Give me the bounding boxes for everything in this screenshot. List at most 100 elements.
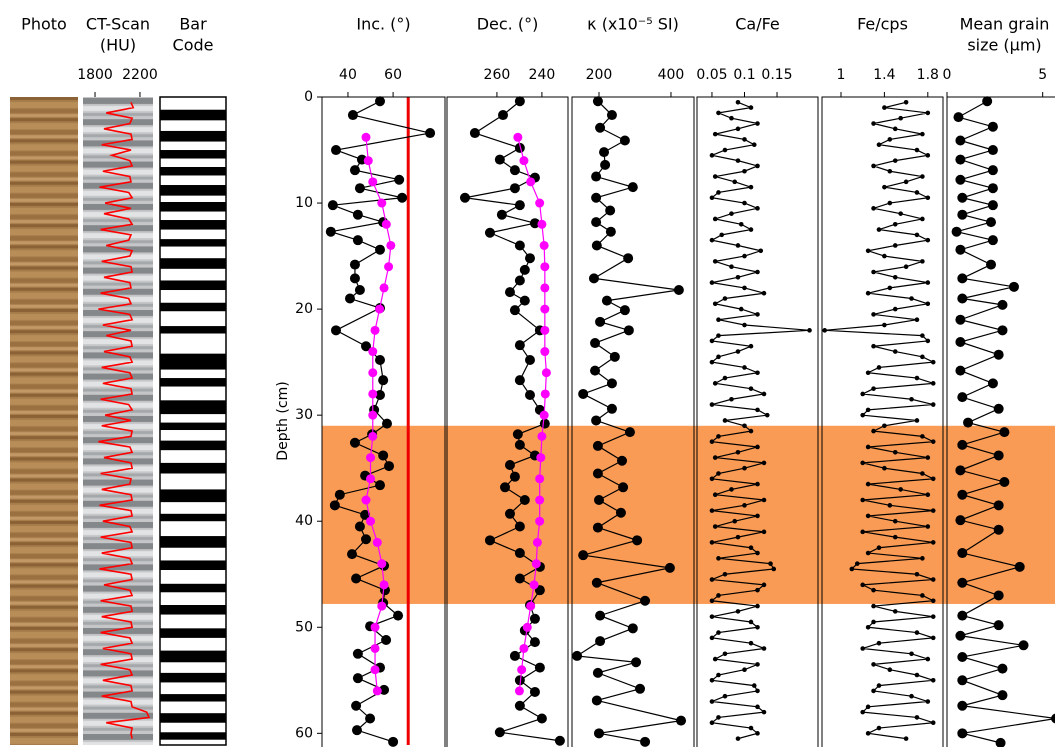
data-point bbox=[713, 381, 718, 386]
data-point bbox=[871, 429, 876, 434]
data-point bbox=[957, 652, 967, 662]
data-point bbox=[362, 133, 371, 142]
data-point bbox=[640, 737, 650, 747]
data-point bbox=[988, 200, 998, 210]
data-point bbox=[505, 287, 515, 297]
x-tick-label: 2200 bbox=[122, 67, 158, 83]
data-point bbox=[866, 248, 871, 253]
barcode-bar bbox=[160, 185, 226, 196]
data-point bbox=[716, 317, 721, 322]
panel-title: Mean grain bbox=[960, 15, 1050, 34]
data-point bbox=[850, 567, 855, 572]
data-point bbox=[375, 480, 385, 490]
panel-frame bbox=[822, 97, 943, 747]
data-point bbox=[386, 241, 395, 250]
data-point bbox=[350, 438, 360, 448]
data-point bbox=[350, 260, 360, 270]
data-point bbox=[723, 651, 728, 656]
data-point bbox=[749, 227, 754, 232]
page: Photo18002200CT-Scan(HU)BarCode4060Inc. … bbox=[0, 0, 1055, 747]
data-point bbox=[377, 199, 386, 208]
data-point bbox=[535, 517, 544, 526]
data-point bbox=[526, 177, 535, 186]
data-point bbox=[632, 535, 642, 545]
data-point bbox=[736, 349, 741, 354]
data-point bbox=[594, 495, 604, 505]
panel-title: Code bbox=[173, 36, 214, 55]
data-point bbox=[378, 450, 388, 460]
data-point bbox=[620, 305, 630, 315]
barcode-bar bbox=[160, 202, 226, 212]
barcode-bar bbox=[160, 441, 226, 451]
data-point bbox=[988, 165, 998, 175]
data-point bbox=[366, 453, 375, 462]
y-axis-label: Depth (cm) bbox=[275, 381, 291, 460]
data-point bbox=[497, 210, 507, 220]
data-point bbox=[710, 238, 715, 243]
data-point bbox=[866, 514, 871, 519]
data-point bbox=[755, 689, 760, 694]
data-point bbox=[952, 227, 962, 237]
data-point bbox=[625, 427, 635, 437]
data-point bbox=[920, 333, 925, 338]
data-point bbox=[871, 206, 876, 211]
panel-title: Photo bbox=[21, 15, 67, 34]
data-point bbox=[353, 210, 363, 220]
data-point bbox=[822, 328, 827, 333]
data-point bbox=[888, 201, 893, 206]
data-point bbox=[592, 578, 602, 588]
data-point bbox=[578, 389, 588, 399]
panel-title: Inc. (°) bbox=[356, 15, 410, 34]
data-point bbox=[871, 620, 876, 625]
data-point bbox=[871, 121, 876, 126]
data-point bbox=[739, 222, 744, 227]
data-point bbox=[893, 535, 898, 540]
data-point bbox=[982, 96, 992, 106]
data-point bbox=[768, 561, 773, 566]
data-point bbox=[963, 418, 973, 428]
data-point bbox=[866, 291, 871, 296]
data-point bbox=[540, 305, 549, 314]
data-point bbox=[617, 456, 627, 466]
data-point bbox=[348, 110, 358, 120]
data-point bbox=[871, 270, 876, 275]
data-point bbox=[749, 641, 754, 646]
data-point bbox=[860, 646, 865, 651]
data-point bbox=[920, 471, 925, 476]
data-point bbox=[909, 397, 914, 402]
data-point bbox=[915, 148, 920, 153]
data-point bbox=[732, 180, 737, 185]
data-point bbox=[335, 490, 345, 500]
data-point bbox=[931, 614, 936, 619]
data-point bbox=[729, 116, 734, 121]
data-point bbox=[882, 254, 887, 259]
data-point bbox=[882, 105, 887, 110]
data-point bbox=[920, 259, 925, 264]
data-point bbox=[926, 524, 931, 529]
data-point bbox=[366, 517, 375, 526]
y-tick-label: 30 bbox=[295, 407, 313, 423]
data-point bbox=[530, 580, 539, 589]
data-point bbox=[955, 175, 965, 185]
data-point bbox=[882, 466, 887, 471]
data-point bbox=[866, 625, 871, 630]
panel-title: Ca/Fe bbox=[735, 15, 780, 34]
data-point bbox=[713, 132, 718, 137]
x-tick-label: 5 bbox=[1038, 67, 1047, 83]
data-point bbox=[530, 687, 540, 697]
data-point bbox=[384, 262, 393, 271]
data-point bbox=[736, 100, 741, 105]
data-point bbox=[860, 498, 865, 503]
data-point bbox=[394, 175, 404, 185]
data-point bbox=[723, 694, 728, 699]
data-point bbox=[877, 726, 882, 731]
data-point bbox=[1015, 562, 1025, 572]
data-point bbox=[871, 386, 876, 391]
data-point bbox=[515, 686, 524, 695]
data-point bbox=[877, 545, 882, 550]
data-point bbox=[716, 190, 721, 195]
panel-title: κ (x10⁻⁵ SI) bbox=[587, 15, 679, 34]
data-point bbox=[955, 465, 965, 475]
x-tick-label: 0.1 bbox=[733, 67, 755, 83]
data-point bbox=[996, 738, 1006, 747]
